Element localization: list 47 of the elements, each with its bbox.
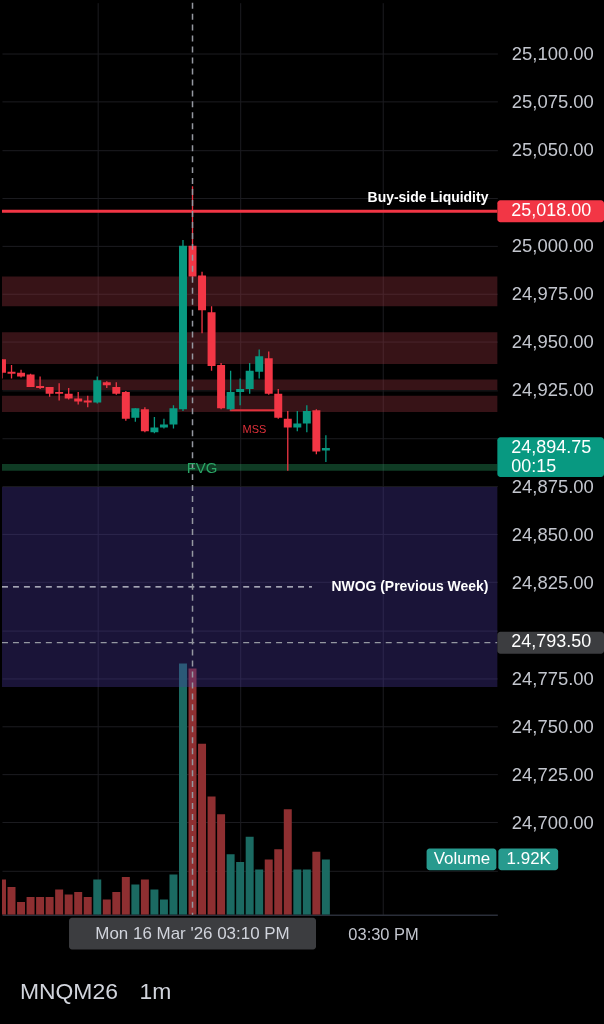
- y-tick-label: 24,750.00: [511, 715, 594, 737]
- y-tick-label: 25,050.00: [511, 139, 594, 161]
- bar: [302, 869, 311, 915]
- bar: [83, 897, 92, 915]
- y-tick-label: 25,000.00: [511, 235, 594, 257]
- bar: [321, 859, 330, 915]
- y-tick-label: 24,925.00: [511, 379, 594, 401]
- candlestick: [321, 434, 330, 463]
- bar: [293, 869, 302, 915]
- series-label: MSS: [242, 423, 267, 436]
- candlestick: [236, 377, 245, 406]
- candlestick: [226, 370, 235, 411]
- candlestick: [169, 404, 178, 430]
- y-tick-label: 24,793.50: [511, 631, 592, 652]
- x-tick-label: Mon 16 Mar '26 03:10 PM: [95, 923, 290, 943]
- bar: [150, 889, 159, 915]
- candlestick: [283, 410, 292, 472]
- text: 1m: [139, 978, 172, 1005]
- y-tick-label: 24,894.75 00:15: [511, 436, 592, 476]
- text: 1.92K: [506, 849, 552, 869]
- bar: [93, 879, 102, 915]
- y-tick-label: 25,100.00: [511, 43, 594, 65]
- y-tick-label: 24,875.00: [511, 475, 594, 497]
- y-tick-label: 24,825.00: [511, 571, 594, 593]
- y-tick-label: 24,700.00: [511, 811, 594, 833]
- ref-line-label: NWOG (Previous Week): [331, 577, 489, 594]
- y-tick-label: 24,725.00: [511, 763, 594, 785]
- y-tick-label: 24,775.00: [511, 667, 594, 689]
- y-tick-label: 25,018.00: [511, 199, 592, 220]
- candlestick: [302, 404, 311, 433]
- y-tick-label: 24,950.00: [511, 331, 594, 353]
- text: MNQM26: [19, 978, 118, 1005]
- y-tick-label: 24,975.00: [511, 283, 594, 305]
- candlestick: [93, 375, 102, 405]
- candlestick: [140, 406, 149, 433]
- x-tick-label: 03:30 PM: [348, 925, 419, 944]
- bar: [140, 879, 149, 915]
- bar: [179, 663, 187, 915]
- y-tick-label: 25,075.00: [511, 91, 594, 113]
- ref-line-label: Buy-side Liquidity: [367, 189, 489, 206]
- bar: [131, 884, 140, 915]
- annotation: FVG: [186, 458, 218, 476]
- bar: [283, 809, 292, 915]
- bar: [312, 851, 321, 915]
- bar: [121, 876, 130, 915]
- annotation: Volume: [433, 849, 491, 869]
- y-tick-label: 24,850.00: [511, 523, 594, 545]
